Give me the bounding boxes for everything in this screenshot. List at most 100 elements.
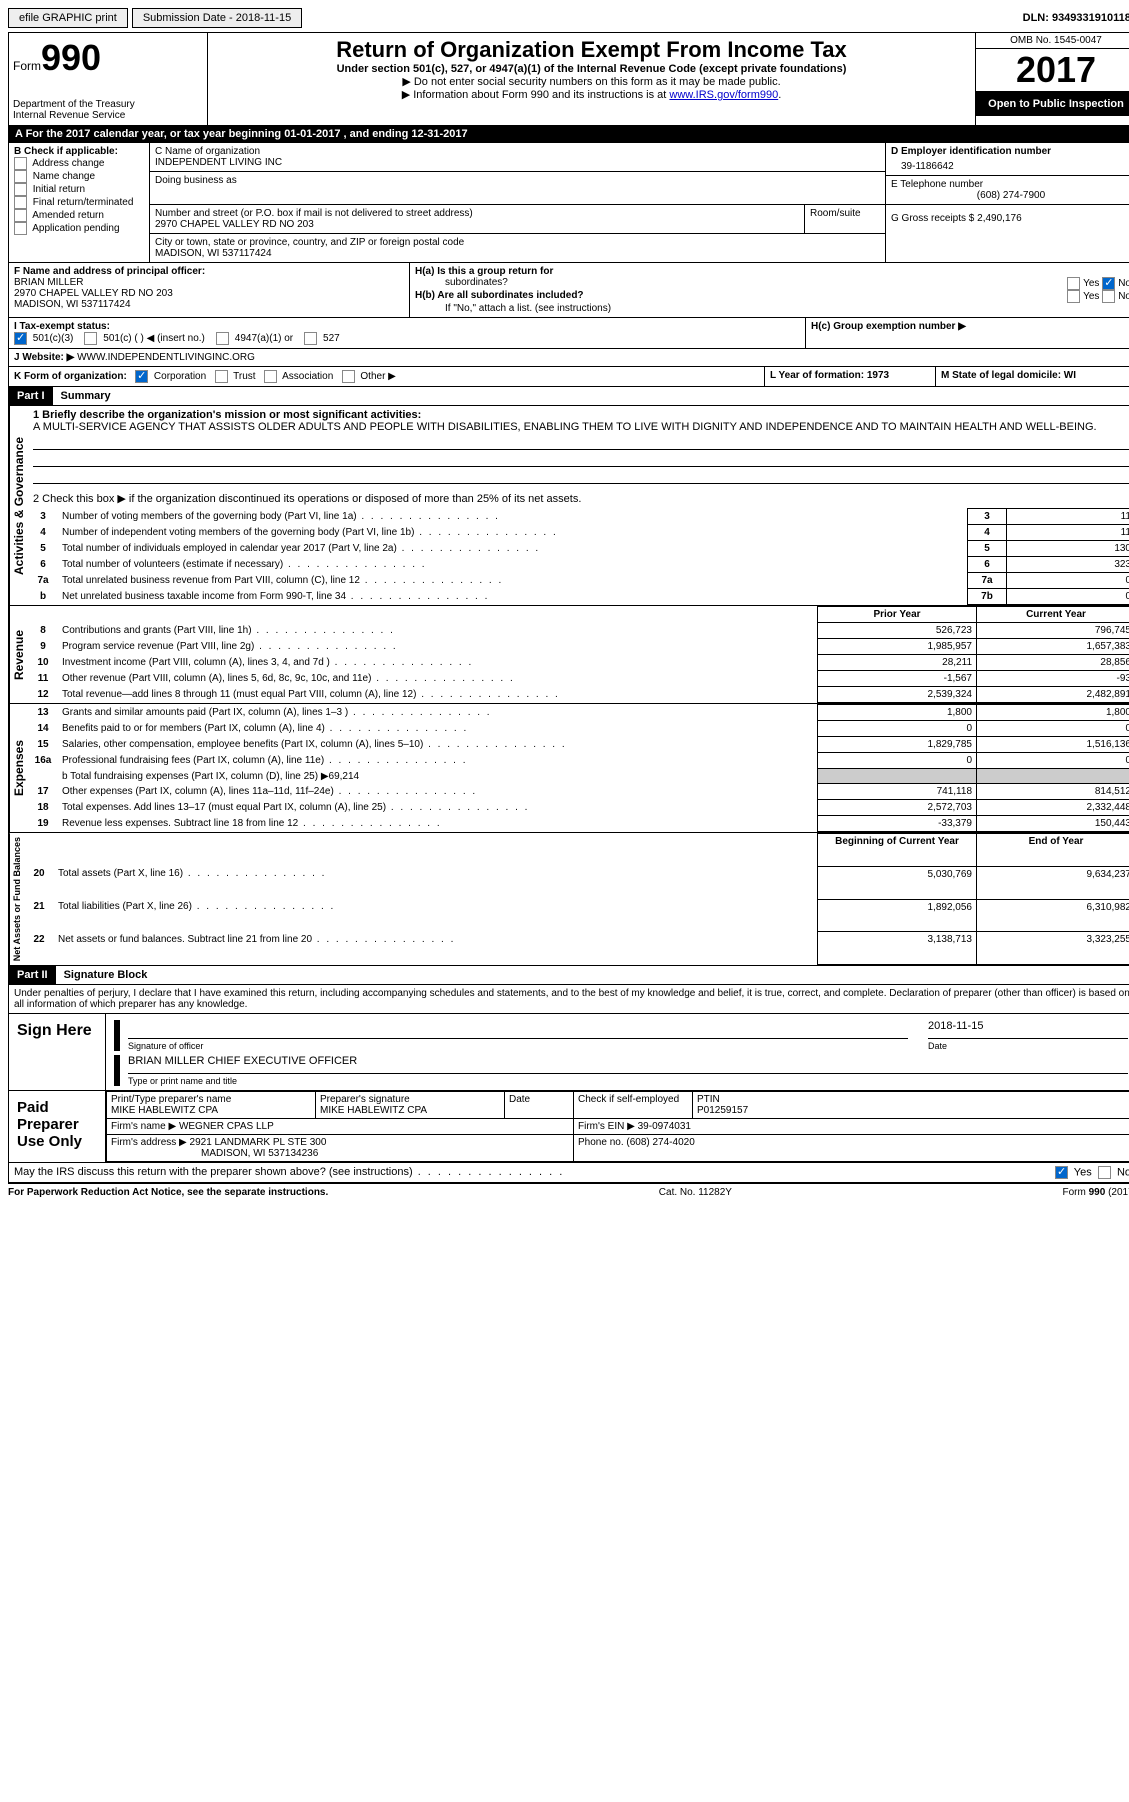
line2: 2 Check this box ▶ if the organization d…	[28, 489, 1129, 508]
firm-ein: 39-0974031	[638, 1121, 691, 1132]
phone-label: E Telephone number	[891, 179, 1129, 190]
box-b-checkbox[interactable]	[14, 170, 27, 183]
topbar: efile GRAPHIC print Submission Date - 20…	[8, 8, 1129, 28]
org-name: INDEPENDENT LIVING INC	[155, 157, 880, 168]
discuss-no-checkbox[interactable]	[1098, 1166, 1111, 1179]
firm-city: MADISON, WI 537134236	[111, 1148, 318, 1159]
form-subtitle: Under section 501(c), 527, or 4947(a)(1)…	[212, 63, 971, 75]
irs-link[interactable]: www.IRS.gov/form990	[669, 89, 778, 101]
ein: 39-1186642	[891, 157, 1129, 172]
corp-checkbox[interactable]	[135, 370, 148, 383]
other-checkbox[interactable]	[342, 370, 355, 383]
note1: ▶ Do not enter social security numbers o…	[212, 75, 971, 88]
form-header: Form990 Department of the Treasury Inter…	[8, 32, 1129, 126]
prep-sig-label: Preparer's signature	[320, 1094, 410, 1105]
part2-header: Part II	[9, 966, 56, 984]
form-number: 990	[41, 37, 101, 78]
ptin-label: PTIN	[697, 1094, 720, 1105]
officer-name: BRIAN MILLER	[14, 277, 404, 288]
officer-typed-name: BRIAN MILLER CHIEF EXECUTIVE OFFICER	[128, 1055, 1128, 1074]
year-formation: L Year of formation: 1973	[770, 370, 889, 381]
line1-label: 1 Briefly describe the organization's mi…	[33, 409, 421, 421]
ptin: P01259157	[697, 1105, 748, 1116]
dept: Department of the Treasury	[13, 99, 203, 110]
ha-yes-checkbox[interactable]	[1067, 277, 1080, 290]
type-name-label: Type or print name and title	[128, 1076, 1128, 1086]
firm-name-label: Firm's name ▶	[111, 1121, 176, 1132]
box-b-checkbox[interactable]	[14, 209, 27, 222]
gross-receipts: G Gross receipts $ 2,490,176	[891, 213, 1129, 224]
trust-checkbox[interactable]	[215, 370, 228, 383]
box-b-checkbox[interactable]	[14, 222, 27, 235]
box-b-checkbox[interactable]	[14, 196, 27, 209]
footer: For Paperwork Reduction Act Notice, see …	[8, 1183, 1129, 1201]
ha2: subordinates?	[415, 277, 1067, 290]
hb2: If "No," attach a list. (see instruction…	[415, 303, 1129, 314]
firm-addr-label: Firm's address ▶	[111, 1137, 187, 1148]
irs: Internal Revenue Service	[13, 110, 203, 121]
discuss-label: May the IRS discuss this return with the…	[14, 1166, 1055, 1179]
submission-button[interactable]: Submission Date - 2018-11-15	[132, 8, 302, 28]
hb-no-checkbox[interactable]	[1102, 290, 1115, 303]
c3-checkbox[interactable]	[14, 332, 27, 345]
discuss-yes-checkbox[interactable]	[1055, 1166, 1068, 1179]
form-label: Form	[13, 59, 41, 73]
mission: A MULTI-SERVICE AGENCY THAT ASSISTS OLDE…	[33, 421, 1097, 433]
penalty-text: Under penalties of perjury, I declare th…	[8, 985, 1129, 1014]
city: MADISON, WI 537117424	[155, 248, 880, 259]
paid-label: Paid Preparer Use Only	[9, 1091, 106, 1162]
hb-yes-checkbox[interactable]	[1067, 290, 1080, 303]
officer-addr1: 2970 CHAPEL VALLEY RD NO 203	[14, 288, 404, 299]
prep-name-label: Print/Type preparer's name	[111, 1094, 231, 1105]
footer-right: Form 990 (2017)	[1063, 1187, 1129, 1198]
box-b-checkbox[interactable]	[14, 157, 27, 170]
open-inspection: Open to Public Inspection	[976, 92, 1129, 116]
form-title: Return of Organization Exempt From Incom…	[212, 37, 971, 63]
prep-name: MIKE HABLEWITZ CPA	[111, 1105, 218, 1116]
hc-label: H(c) Group exemption number ▶	[811, 321, 966, 332]
governance-table: 3Number of voting members of the governi…	[28, 508, 1129, 605]
firm-name: WEGNER CPAS LLP	[179, 1121, 274, 1132]
prep-date-label: Date	[505, 1092, 574, 1119]
box-b-label: B Check if applicable:	[14, 146, 144, 157]
ha-label: H(a) Is this a group return for	[415, 266, 553, 277]
state-domicile: M State of legal domicile: WI	[941, 370, 1076, 381]
box-b-checkbox[interactable]	[14, 183, 27, 196]
sig-officer-label: Signature of officer	[128, 1041, 908, 1051]
ha-no-checkbox[interactable]	[1102, 277, 1115, 290]
website-label: J Website: ▶	[14, 352, 74, 363]
note2: ▶ Information about Form 990 and its ins…	[402, 89, 670, 101]
officer-label: F Name and address of principal officer:	[14, 266, 404, 277]
paid-preparer-section: Paid Preparer Use Only Print/Type prepar…	[8, 1091, 1129, 1163]
check-self: Check if self-employed	[578, 1094, 679, 1105]
dln: DLN: 93493319101188	[1023, 12, 1129, 24]
expenses-table: 13Grants and similar amounts paid (Part …	[28, 704, 1129, 832]
part1-title: Summary	[53, 387, 119, 405]
assoc-checkbox[interactable]	[264, 370, 277, 383]
vlabel-governance: Activities & Governance	[9, 406, 28, 605]
firm-ein-label: Firm's EIN ▶	[578, 1121, 635, 1132]
527-checkbox[interactable]	[304, 332, 317, 345]
part1-header: Part I	[9, 387, 53, 405]
website: WWW.INDEPENDENTLIVINGINC.ORG	[77, 352, 255, 363]
vlabel-net: Net Assets or Fund Balances	[9, 833, 24, 965]
hb-label: H(b) Are all subordinates included?	[415, 290, 584, 301]
4947-checkbox[interactable]	[216, 332, 229, 345]
efile-button[interactable]: efile GRAPHIC print	[8, 8, 128, 28]
section-a: A For the 2017 calendar year, or tax yea…	[8, 126, 1129, 143]
phone: (608) 274-7900	[891, 190, 1129, 201]
city-label: City or town, state or province, country…	[155, 237, 880, 248]
sign-here-section: Sign Here Signature of officer 2018-11-1…	[8, 1014, 1129, 1091]
street-label: Number and street (or P.O. box if mail i…	[155, 208, 799, 219]
tax-status-label: I Tax-exempt status:	[14, 321, 110, 332]
part2-title: Signature Block	[56, 966, 156, 984]
sign-here-label: Sign Here	[9, 1014, 106, 1090]
info-row: B Check if applicable: Address change Na…	[8, 143, 1129, 263]
revenue-table: Prior YearCurrent Year8Contributions and…	[28, 606, 1129, 703]
sig-date: 2018-11-15	[928, 1020, 1128, 1039]
room-label: Room/suite	[805, 205, 885, 233]
prep-sig: MIKE HABLEWITZ CPA	[320, 1105, 427, 1116]
c-checkbox[interactable]	[84, 332, 97, 345]
form-org-label: K Form of organization:	[14, 371, 127, 382]
tax-year: 2017	[976, 49, 1129, 92]
